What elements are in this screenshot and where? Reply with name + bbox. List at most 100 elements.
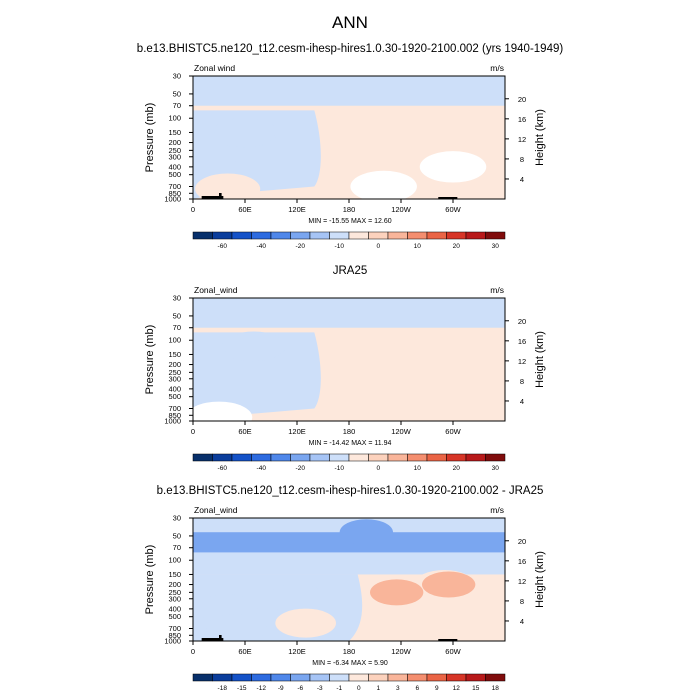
y-axis-title: Pressure (mb) — [144, 545, 156, 615]
colorbar-label: 18 — [492, 685, 500, 692]
colorbar-label: -15 — [237, 685, 247, 692]
colorbar-box — [231, 673, 252, 682]
colorbar-box — [387, 673, 408, 682]
figure-title: ANN — [332, 13, 368, 32]
z-tick-label: 8 — [520, 597, 524, 606]
p-tick-label: 250 — [168, 588, 181, 597]
colorbar-label: 6 — [415, 685, 419, 692]
p-tick-label: 70 — [173, 101, 181, 110]
colorbar-box — [270, 231, 291, 240]
colorbar-label: 20 — [453, 243, 461, 250]
colorbar-box — [387, 231, 408, 240]
p-tick-label: 200 — [168, 360, 181, 369]
topography-mask — [219, 193, 222, 199]
p-tick-label: 150 — [168, 128, 181, 137]
z-tick-label: 12 — [518, 577, 526, 586]
colorbar-box — [426, 453, 447, 462]
colorbar-box — [212, 673, 233, 682]
panel-3: b.e13.BHISTC5.ne120_t12.cesm-ihesp-hires… — [144, 485, 546, 692]
colorbar-label: 30 — [492, 243, 500, 250]
z-tick-label: 12 — [518, 135, 526, 144]
colorbar-box — [485, 231, 506, 240]
colorbar-box — [309, 453, 330, 462]
colorbar-label: 0 — [376, 243, 380, 250]
colorbar-box — [368, 453, 389, 462]
contour-blob — [398, 339, 464, 370]
x-tick-label: 0 — [191, 647, 195, 656]
p-tick-label: 500 — [168, 612, 181, 621]
p-tick-label: 300 — [168, 374, 181, 383]
units-label: m/s — [490, 285, 504, 295]
colorbar-box — [290, 673, 311, 682]
colorbar-box — [290, 453, 311, 462]
contour-blob — [206, 613, 267, 641]
colorbar-label: 0 — [357, 685, 361, 692]
topography-mask — [219, 635, 222, 641]
colorbar-label: -6 — [297, 685, 303, 692]
p-tick-label: 250 — [168, 146, 181, 155]
colorbar-box — [368, 231, 389, 240]
p-tick-label: 30 — [173, 514, 181, 523]
colorbar-box — [387, 453, 408, 462]
colorbar-label: -12 — [257, 685, 267, 692]
p-tick-label: 400 — [168, 384, 181, 393]
z-tick-label: 20 — [518, 95, 526, 104]
z-tick-label: 16 — [518, 337, 526, 346]
z-tick-label: 16 — [518, 115, 526, 124]
colorbar-label: 1 — [376, 685, 380, 692]
contour-blob — [408, 117, 472, 148]
p-tick-label: 70 — [173, 543, 181, 552]
colorbar-label: 9 — [435, 685, 439, 692]
colorbar-label: 20 — [453, 465, 461, 472]
min-max-stats: MIN = -15.55 MAX = 12.60 — [308, 218, 391, 225]
p-tick-label: 500 — [168, 170, 181, 179]
z-tick-label: 12 — [518, 357, 526, 366]
colorbar-label: -60 — [218, 243, 228, 250]
strong-negative-band — [193, 532, 505, 553]
colorbar-box — [329, 453, 350, 462]
contour-blob — [422, 571, 476, 598]
colorbar-label: -18 — [218, 685, 228, 692]
colorbar-label: 30 — [492, 465, 500, 472]
p-tick-label: 100 — [168, 336, 181, 345]
min-max-stats: MIN = -14.42 MAX = 11.94 — [309, 440, 392, 447]
x-tick-label: 120W — [391, 205, 412, 214]
contour-field — [193, 76, 505, 199]
x-tick-label: 120W — [391, 427, 412, 436]
p-tick-label: 400 — [168, 604, 181, 613]
colorbar-label: -60 — [218, 465, 228, 472]
x-tick-label: 180 — [343, 647, 356, 656]
colorbar-box — [212, 231, 233, 240]
p-tick-label: 850 — [168, 189, 181, 198]
colorbar-label: -20 — [296, 465, 306, 472]
contour-blob — [266, 584, 328, 614]
contour-blob — [353, 117, 414, 147]
p-tick-label: 50 — [173, 311, 181, 320]
colorbar-box — [485, 673, 506, 682]
x-tick-label: 60E — [238, 427, 251, 436]
x-tick-label: 180 — [343, 205, 356, 214]
y-axis-title: Pressure (mb) — [144, 325, 156, 395]
topography-mask — [438, 197, 458, 199]
colorbar-label: 12 — [453, 685, 461, 692]
p-tick-label: 850 — [168, 411, 181, 420]
colorbar-label: 15 — [472, 685, 480, 692]
colorbar-box — [348, 673, 369, 682]
p-tick-label: 150 — [168, 350, 181, 359]
p-tick-label: 300 — [168, 152, 181, 161]
p-tick-label: 100 — [168, 114, 181, 123]
contour-blob — [223, 332, 284, 362]
p-tick-label: 300 — [168, 594, 181, 603]
x-tick-label: 120E — [288, 647, 306, 656]
contour-blob — [427, 602, 488, 632]
contour-blob — [193, 401, 253, 421]
x-tick-label: 0 — [191, 205, 195, 214]
z-tick-label: 8 — [520, 377, 524, 386]
p-tick-label: 50 — [173, 531, 181, 540]
p-tick-label: 30 — [173, 294, 181, 303]
p-tick-label: 1000 — [164, 417, 181, 426]
panel-title: b.e13.BHISTC5.ne120_t12.cesm-ihesp-hires… — [157, 485, 544, 497]
x-tick-label: 120E — [288, 205, 306, 214]
colorbar-box — [465, 453, 486, 462]
